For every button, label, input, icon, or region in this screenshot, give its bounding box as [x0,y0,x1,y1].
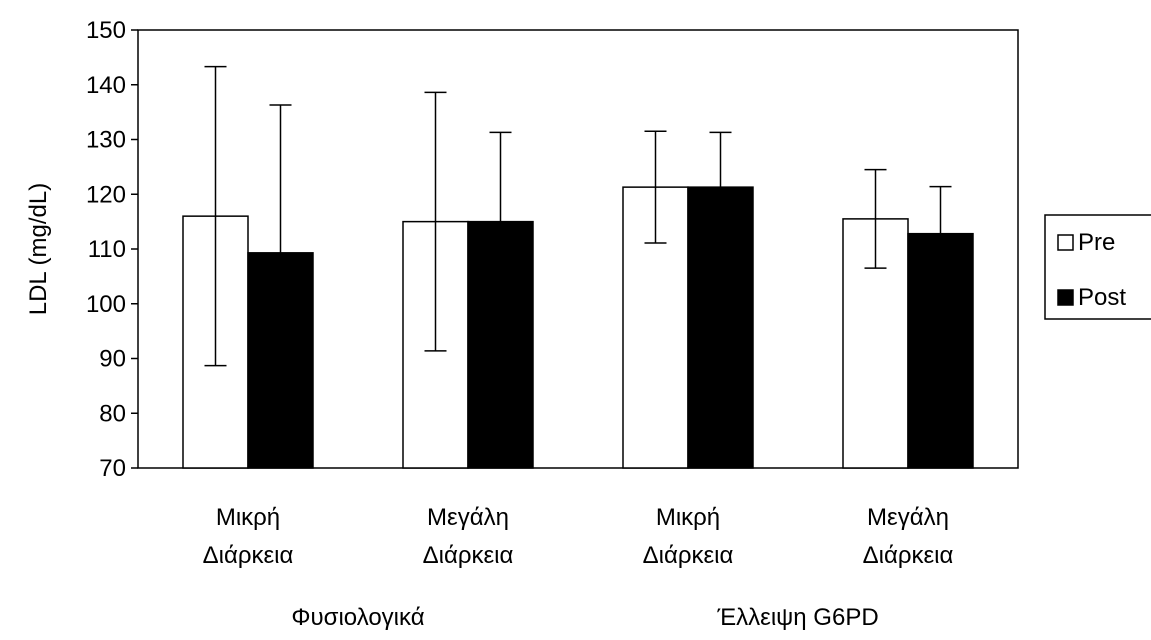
y-tick-label: 150 [86,17,126,44]
y-tick-label: 90 [99,346,126,373]
y-tick-label: 110 [88,236,126,263]
y-tick-label: 100 [86,291,126,318]
y-tick-label: 80 [99,400,126,427]
y-axis-label: LDL (mg/dL) [25,183,52,316]
legend-label-pre: Pre [1078,229,1115,256]
x-group-label: Έλλειψη G6PD [716,604,878,631]
y-tick-label: 120 [86,181,126,208]
x-category-label: Μεγάλη [427,504,509,531]
x-category-label: Μικρή [216,504,280,531]
y-tick-label: 70 [99,455,126,482]
legend: Pre Post [1044,214,1151,320]
x-category-label: Διάρκεια [863,542,954,569]
x-group-label: Φυσιολογικά [291,604,424,631]
legend-swatch-pre [1057,234,1074,251]
x-category-label: Μικρή [656,504,720,531]
x-category-label: Διάρκεια [643,542,734,569]
x-category-label: Μεγάλη [867,504,949,531]
x-category-label: Διάρκεια [203,542,294,569]
y-tick-label: 130 [86,127,126,154]
legend-label-post: Post [1078,284,1126,311]
y-tick-label: 140 [86,72,126,99]
x-category-label: Διάρκεια [423,542,514,569]
legend-swatch-post [1057,289,1074,306]
